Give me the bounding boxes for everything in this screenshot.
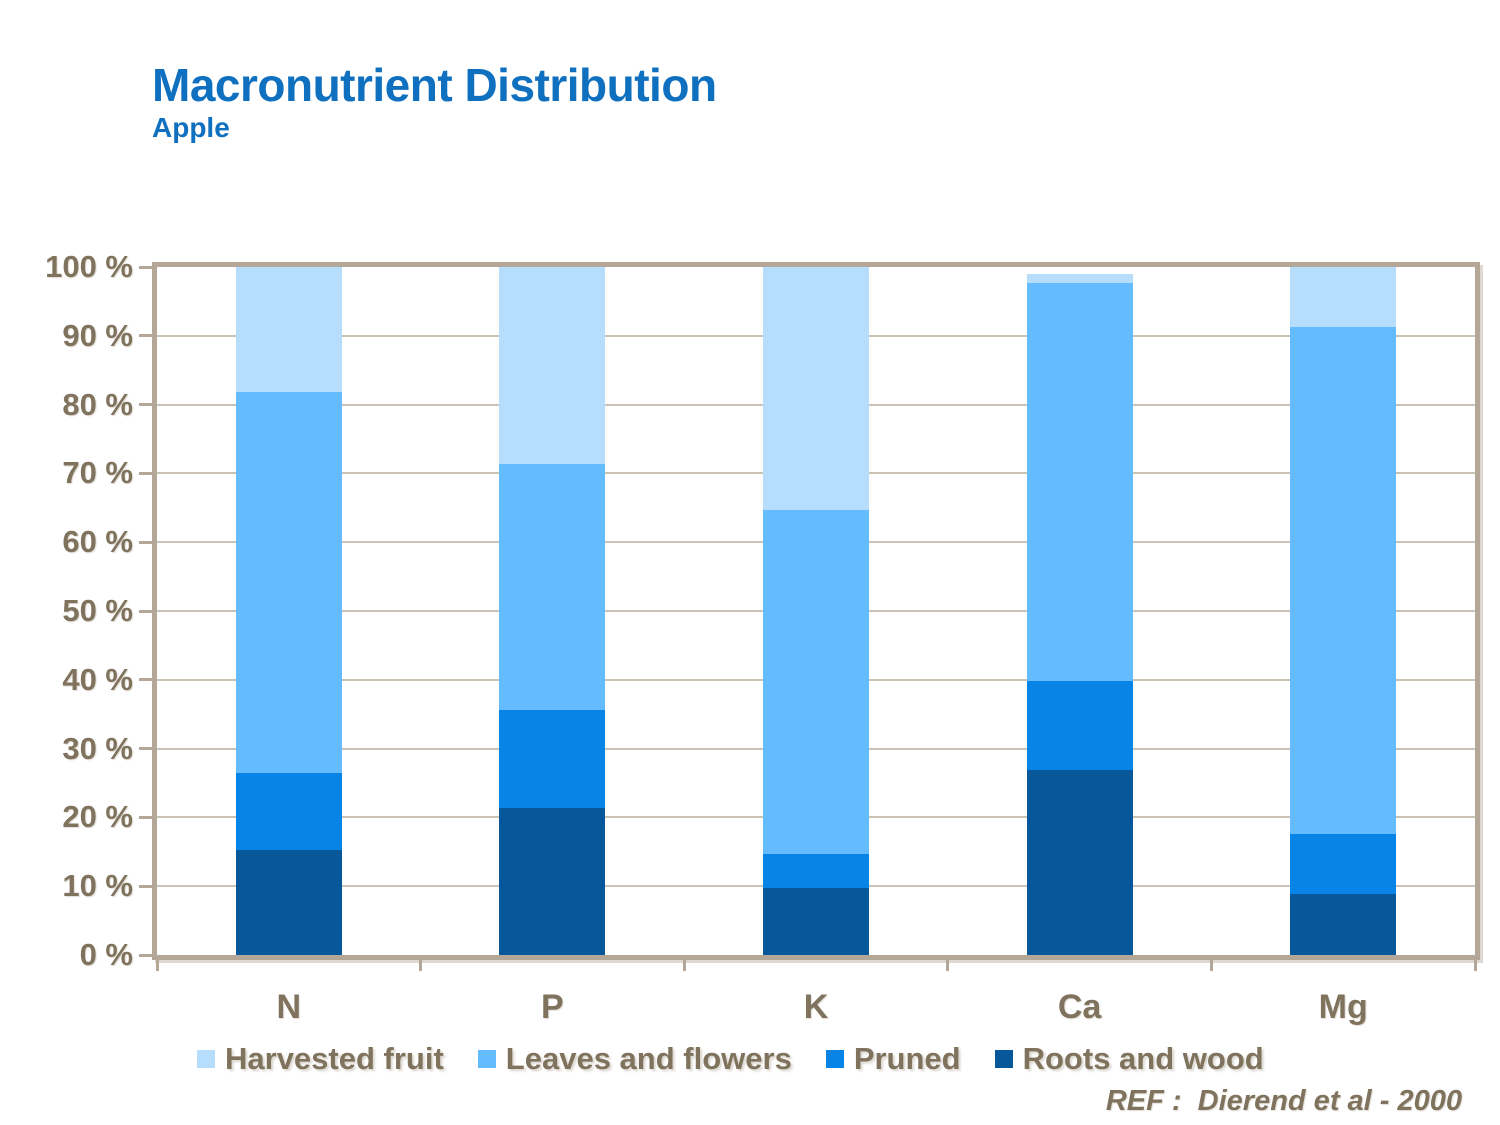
bar-segment-K-roots-and-wood [763, 888, 869, 955]
y-axis-tick-10 [139, 884, 152, 888]
y-axis-tick-40 [139, 678, 152, 682]
bar-segment-Ca-harvested-fruit [1026, 273, 1133, 283]
page-title: Macronutrient Distribution [152, 59, 717, 111]
y-axis-label-90: 90 % [62, 317, 133, 353]
bar-segment-K-leaves-and-flowers [763, 509, 869, 854]
bar-segment-Ca-leaves-and-flowers [1026, 282, 1133, 682]
y-axis-tick-100 [139, 265, 152, 269]
legend-label: Pruned [853, 1041, 961, 1076]
y-axis-tick-80 [139, 403, 152, 407]
legend-label: Harvested fruit [225, 1041, 444, 1076]
x-axis-tick-0 [155, 960, 159, 971]
y-axis-label-0: 0 % [79, 937, 133, 972]
bar-segment-P-roots-and-wood [499, 807, 606, 955]
legend-swatch-icon [197, 1050, 215, 1068]
reference-citation: REF : Dierend et al - 2000 [1105, 1085, 1462, 1117]
legend-label: Roots and wood [1022, 1041, 1264, 1076]
bar-segment-N-roots-and-wood [235, 849, 342, 955]
y-axis-tick-90 [139, 334, 152, 338]
bar-segment-P-pruned [499, 710, 606, 808]
legend-label: Leaves and flowers [505, 1041, 792, 1076]
y-axis-label-60: 60 % [62, 524, 133, 560]
bar-segment-P-leaves-and-flowers [499, 463, 606, 711]
bar-segment-Ca-pruned [1026, 681, 1133, 770]
y-axis-label-80: 80 % [62, 386, 133, 422]
bar-segment-Mg-harvested-fruit [1290, 267, 1397, 327]
y-axis-tick-20 [139, 815, 152, 819]
legend-item-harvested-fruit: Harvested fruit [197, 1041, 444, 1077]
x-axis-label-P: P [541, 988, 564, 1026]
bar-segment-K-pruned [763, 853, 869, 889]
bar-segment-Mg-roots-and-wood [1290, 894, 1397, 955]
bar-segment-N-harvested-fruit [235, 267, 342, 393]
bar-segment-N-leaves-and-flowers [235, 392, 342, 773]
x-axis-tick-2 [682, 960, 686, 971]
bar-segment-N-pruned [235, 772, 342, 850]
x-axis-tick-1 [419, 960, 423, 971]
x-axis-tick-3 [946, 960, 950, 971]
bar-segment-K-harvested-fruit [763, 267, 869, 510]
x-axis-label-N: N [276, 988, 302, 1026]
x-axis-label-K: K [803, 988, 829, 1026]
y-axis-label-50: 50 % [62, 593, 133, 628]
y-axis-label-20: 20 % [62, 799, 133, 835]
y-axis-label-40: 40 % [62, 661, 133, 697]
page-subtitle: Apple [152, 112, 230, 143]
x-axis-label-Mg: Mg [1318, 988, 1368, 1026]
legend-item-roots-and-wood: Roots and wood [994, 1041, 1264, 1077]
legend-swatch-icon [825, 1050, 844, 1068]
y-axis-tick-60 [139, 540, 152, 544]
x-axis-tick-4 [1209, 960, 1213, 971]
bar-segment-Mg-leaves-and-flowers [1290, 326, 1397, 834]
y-axis-label-100: 100 % [45, 249, 133, 284]
bar-segment-P-harvested-fruit [499, 267, 606, 464]
y-axis-tick-30 [139, 747, 152, 751]
y-axis-tick-70 [139, 471, 152, 475]
chart-legend: Harvested fruit Leaves and flowers Pruned R… [197, 1038, 1264, 1080]
legend-swatch-icon [477, 1050, 496, 1068]
legend-swatch-icon [994, 1050, 1013, 1068]
bar-segment-Mg-pruned [1290, 833, 1397, 895]
y-axis-tick-0 [139, 953, 152, 957]
y-axis-tick-50 [139, 609, 152, 613]
y-axis-label-10: 10 % [62, 868, 133, 904]
legend-item-leaves-and-flowers: Leaves and flowers [477, 1041, 792, 1077]
x-axis-label-Ca: Ca [1057, 988, 1102, 1026]
legend-item-pruned: Pruned [825, 1041, 961, 1077]
y-axis-label-70: 70 % [62, 455, 133, 491]
bar-segment-Ca-roots-and-wood [1026, 769, 1133, 955]
y-axis-label-30: 30 % [62, 730, 133, 766]
plot-area [152, 262, 1480, 960]
x-axis-tick-5 [1473, 960, 1477, 971]
